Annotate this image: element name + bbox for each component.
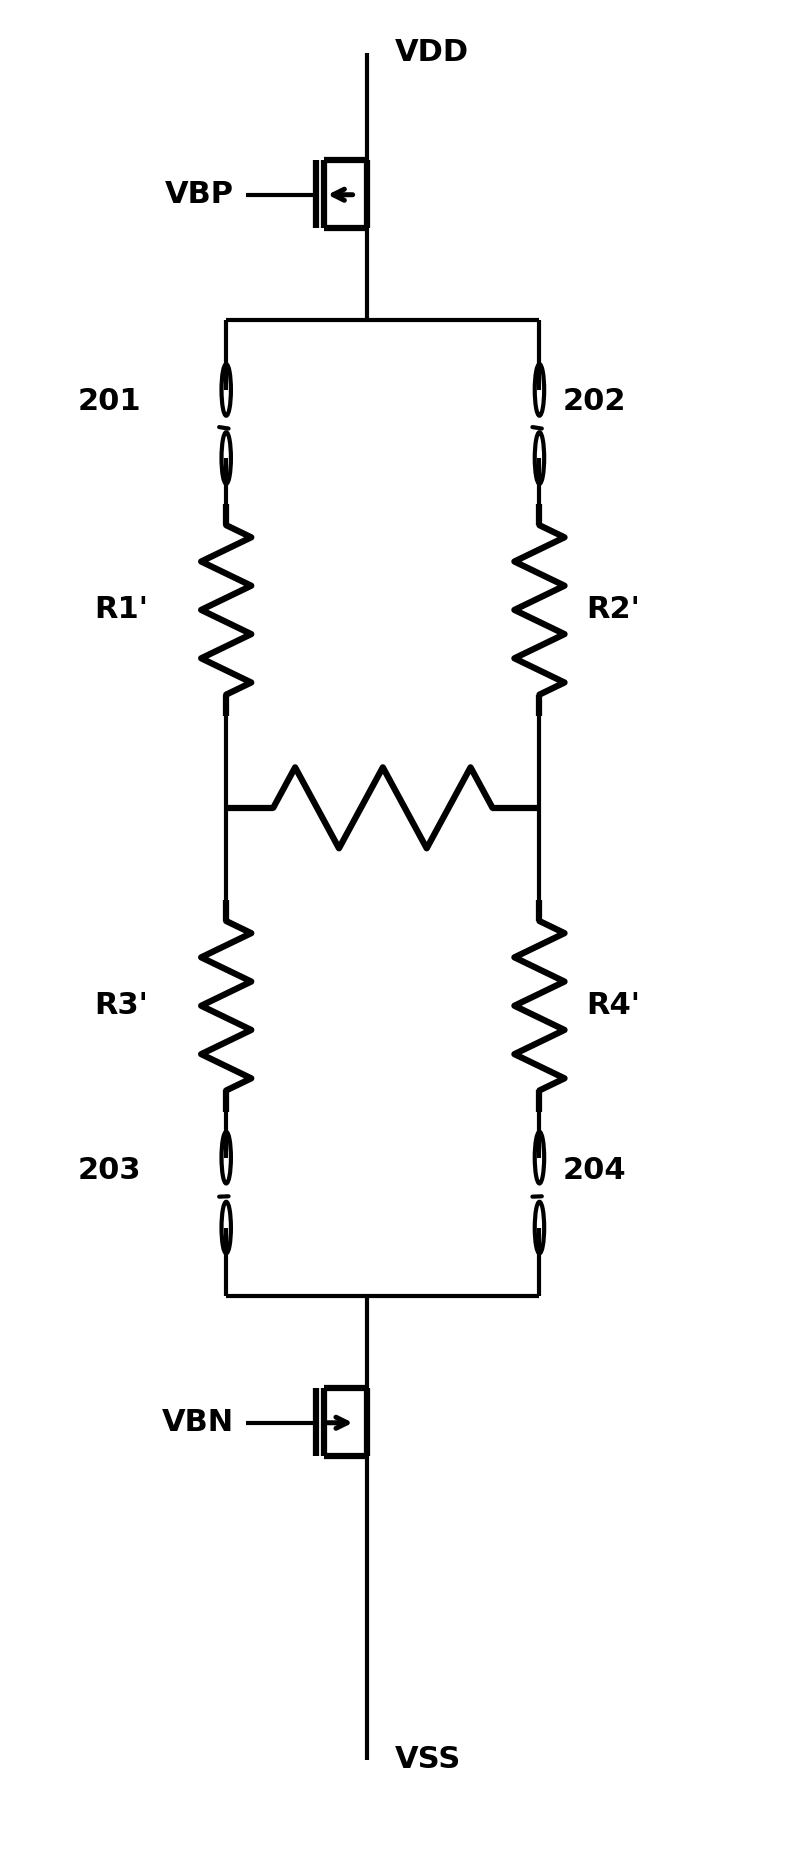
Text: 203: 203 xyxy=(77,1156,141,1185)
Text: VSS: VSS xyxy=(395,1746,461,1773)
Text: R2': R2' xyxy=(587,595,640,625)
Text: VBN: VBN xyxy=(162,1408,234,1438)
Text: 204: 204 xyxy=(563,1156,626,1185)
Text: R4': R4' xyxy=(587,991,641,1020)
Text: R3': R3' xyxy=(94,991,148,1020)
Text: VBP: VBP xyxy=(165,180,234,210)
Text: 201: 201 xyxy=(77,388,141,416)
Text: R1': R1' xyxy=(94,595,148,625)
Text: VDD: VDD xyxy=(395,39,469,67)
Text: 202: 202 xyxy=(563,388,626,416)
